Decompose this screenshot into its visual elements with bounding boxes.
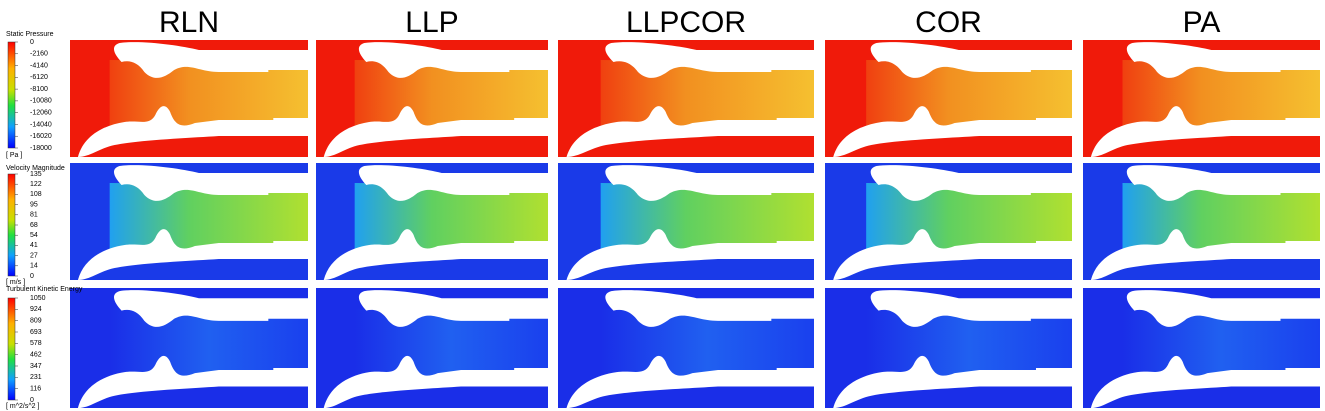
column-title: LLP	[405, 6, 458, 39]
solid-region	[113, 165, 309, 201]
legend-tick: -10080	[30, 98, 52, 105]
solid-region	[323, 355, 548, 408]
legend-tick: 116	[30, 386, 41, 393]
legend-tick: -14040	[30, 121, 52, 128]
solid-region	[1090, 355, 1320, 408]
contour-panel	[825, 40, 1072, 157]
solid-region	[113, 42, 309, 78]
solid-region	[358, 290, 548, 327]
legend-tick: 68	[30, 222, 38, 229]
solid-region	[870, 42, 1072, 78]
solid-region	[1090, 229, 1320, 280]
legend-unit: [ m^2/s^2 ]	[6, 403, 39, 410]
legend-tick: 27	[30, 252, 38, 259]
legend-tick: -12060	[30, 110, 52, 117]
solid-region	[358, 165, 548, 201]
legend-tick: -16020	[30, 133, 52, 140]
solid-region	[833, 229, 1072, 280]
legend-tick: 462	[30, 352, 42, 359]
legend-tick: 108	[30, 191, 42, 198]
solid-region	[113, 290, 309, 327]
contour-panel	[70, 288, 309, 408]
colorbar	[7, 297, 16, 401]
contour-panel	[1083, 163, 1320, 280]
legend-tick: -4140	[30, 62, 48, 69]
solid-region	[77, 355, 308, 408]
solid-region	[605, 290, 814, 327]
contour-panel	[1083, 288, 1320, 408]
column-title: COR	[915, 6, 982, 39]
contour-panel	[316, 163, 548, 280]
legend-tick: 122	[30, 181, 42, 188]
legend-tick: 81	[30, 212, 38, 219]
contour-panel	[558, 163, 814, 280]
legend-title: Turbulent Kinetic Energy	[6, 286, 83, 293]
solid-region	[323, 106, 548, 157]
legend-tick: 693	[30, 329, 42, 336]
contour-panel	[316, 40, 548, 157]
solid-region	[605, 42, 814, 78]
solid-region	[1126, 290, 1320, 327]
legend-tick: 41	[30, 242, 38, 249]
column-title: LLPCOR	[626, 6, 746, 39]
solid-region	[566, 106, 814, 157]
solid-region	[1126, 42, 1320, 78]
legend-tick: 14	[30, 263, 38, 270]
solid-region	[1090, 106, 1320, 157]
legend-tick: 54	[30, 232, 38, 239]
contour-panel	[70, 40, 309, 157]
contour-panel	[70, 163, 309, 280]
legend-tick: 347	[30, 363, 42, 370]
legend-tick: 0	[30, 273, 34, 280]
legend-tick: 809	[30, 318, 42, 325]
contour-panel	[825, 288, 1072, 408]
legend-tick: 1050	[30, 295, 46, 302]
solid-region	[833, 355, 1072, 408]
legend-tick: -18000	[30, 145, 52, 152]
solid-region	[566, 355, 814, 408]
solid-region	[833, 106, 1072, 157]
contour-panel	[558, 288, 814, 408]
legend-tick: -2160	[30, 51, 48, 58]
contour-panel	[1083, 40, 1320, 157]
solid-region	[77, 229, 308, 280]
legend-tick: 135	[30, 171, 42, 178]
column-title: RLN	[159, 6, 219, 39]
legend-tick: 0	[30, 397, 34, 404]
legend-title: Static Pressure	[6, 31, 54, 38]
solid-region	[566, 229, 814, 280]
contour-panel	[316, 288, 548, 408]
solid-region	[605, 165, 814, 201]
solid-region	[870, 165, 1072, 201]
legend-tick: -8100	[30, 86, 48, 93]
legend-tick: -6120	[30, 74, 48, 81]
solid-region	[870, 290, 1072, 327]
legend-tick: 578	[30, 340, 42, 347]
legend-tick: 231	[30, 374, 42, 381]
solid-region	[1126, 165, 1320, 201]
colorbar	[7, 173, 16, 277]
contour-panel	[825, 163, 1072, 280]
column-title: PA	[1183, 6, 1221, 39]
legend-tick: 0	[30, 39, 34, 46]
legend-tick: 924	[30, 306, 42, 313]
colorbar	[7, 41, 16, 149]
contour-panel	[558, 40, 814, 157]
solid-region	[77, 106, 308, 157]
solid-region	[358, 42, 548, 78]
legend-title: Velocity Magnitude	[6, 165, 65, 172]
legend-unit: [ Pa ]	[6, 152, 22, 159]
legend-unit: [ m/s ]	[6, 279, 25, 286]
solid-region	[323, 229, 548, 280]
legend-tick: 95	[30, 201, 38, 208]
